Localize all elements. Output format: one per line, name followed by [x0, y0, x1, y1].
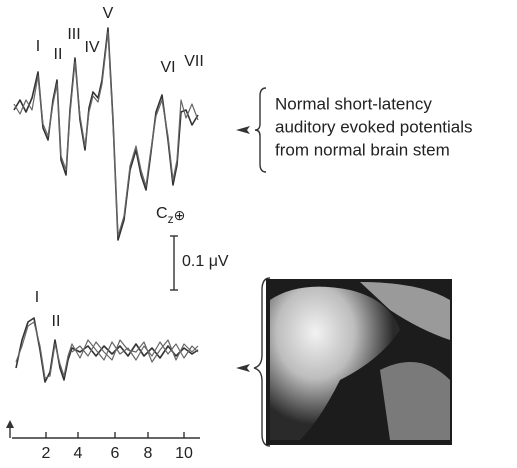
photo-region	[270, 286, 400, 440]
peak-label: III	[67, 26, 80, 43]
peak-label: VI	[160, 59, 175, 76]
electrode-label: Cz⊕	[156, 205, 185, 226]
peak-label: I	[35, 289, 39, 306]
electrode-base: C	[156, 205, 168, 222]
electrode-symbol: ⊕	[174, 207, 186, 223]
photo-region	[360, 282, 450, 340]
peak-label: IV	[84, 39, 99, 56]
peak-label: V	[103, 5, 114, 22]
peak-label: II	[52, 313, 61, 330]
onset-arrow	[6, 420, 14, 428]
caption-line: Normal short-latency	[275, 94, 432, 113]
electrode-subscript: z	[168, 212, 174, 226]
x-tick-label: 8	[144, 445, 153, 462]
bracket	[253, 277, 271, 447]
photo-region	[380, 362, 450, 440]
arrow	[236, 126, 250, 134]
peak-label: II	[54, 46, 63, 63]
caption-line: auditory evoked potentials	[275, 117, 473, 136]
waveform	[15, 317, 199, 383]
scale-label: 0.1 μV	[182, 253, 229, 270]
waveform	[71, 339, 199, 363]
peak-label: I	[36, 38, 40, 55]
x-tick-label: 10	[175, 445, 193, 462]
x-ticks: 2 4 6 8 10	[42, 432, 193, 462]
waveform	[13, 31, 199, 237]
x-tick-label: 4	[74, 445, 83, 462]
bracket	[254, 87, 267, 173]
caption-line: from normal brain stem	[275, 140, 450, 159]
x-tick-label: 2	[42, 445, 51, 462]
x-tick-label: 6	[111, 445, 120, 462]
waveform	[15, 321, 199, 379]
arrow	[236, 364, 250, 372]
peak-label: VII	[184, 53, 204, 70]
